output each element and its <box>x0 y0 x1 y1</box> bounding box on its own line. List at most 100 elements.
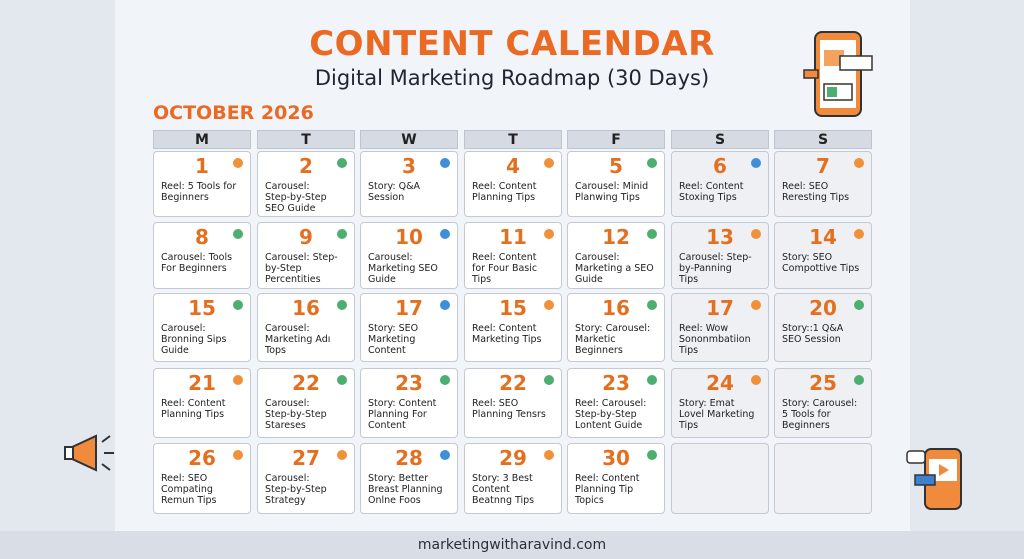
status-dot <box>233 158 243 168</box>
text-line: Carousel: Step- <box>679 252 752 263</box>
day-number: 30 <box>602 446 630 470</box>
text-line: Step-by-Step <box>265 409 327 420</box>
text-line: Stareses <box>265 420 306 431</box>
post-text: Carousel: Minid Planwing Tips <box>575 181 648 203</box>
day-number: 20 <box>809 296 837 320</box>
day-cell: 27 Carousel: Step-by-Step Strategy <box>257 443 355 514</box>
day-cell: 8 Carousel: Tools For Beginners <box>153 222 251 289</box>
text-line: Beginners <box>161 192 209 203</box>
text-line: Reel: Content <box>472 323 537 334</box>
status-dot <box>440 375 450 385</box>
weekday-header: M <box>153 130 251 149</box>
status-dot <box>647 300 657 310</box>
post-text: Carousel: Bronning Sips Guide <box>161 323 226 356</box>
text-line: Story::1 Q&A <box>782 323 844 334</box>
text-line: Reel: Content <box>472 252 537 263</box>
text-line: Carousel: <box>265 398 310 409</box>
text-line: Carousel: <box>265 473 310 484</box>
status-dot <box>544 229 554 239</box>
day-number: 23 <box>602 371 630 395</box>
text-line: Carousel: Minid <box>575 181 649 192</box>
text-line: Planning Tip <box>575 484 634 495</box>
title: CONTENT CALENDAR <box>309 24 715 64</box>
day-cell: 15 Carousel: Bronning Sips Guide <box>153 293 251 362</box>
status-dot <box>233 300 243 310</box>
day-cell: 23 Story: Content Planning For Content <box>360 368 458 438</box>
text-line: Sononmbatiion <box>679 334 751 345</box>
day-cell: 1 Reel: 5 Tools for Beginners <box>153 151 251 217</box>
day-cell: 7 Reel: SEO Reresting Tips <box>774 151 872 217</box>
text-line: Marketing <box>368 334 416 345</box>
day-number: 21 <box>188 371 216 395</box>
empty-cell <box>671 443 769 514</box>
status-dot <box>544 450 554 460</box>
day-cell: 12 Carousel: Marketing a SEO Guide <box>567 222 665 289</box>
day-number: 13 <box>706 225 734 249</box>
status-dot <box>544 300 554 310</box>
day-number: 27 <box>292 446 320 470</box>
post-text: Story: SEO Marketing Content <box>368 323 418 356</box>
post-text: Carousel: Step-by-Step Stareses <box>265 398 327 431</box>
day-number: 16 <box>292 296 320 320</box>
text-line: Content <box>368 420 406 431</box>
day-cell: 13 Carousel: Step-by-Panning Tips <box>671 222 769 289</box>
post-text: Carousel: Step-by-Step SEO Guide <box>265 181 327 214</box>
day-number: 26 <box>188 446 216 470</box>
text-line: Guide <box>368 274 396 285</box>
text-line: Carousel: Tools <box>161 252 233 263</box>
day-number: 9 <box>299 225 313 249</box>
text-line: Stoxing Tips <box>679 192 737 203</box>
text-line: Planning For <box>368 409 427 420</box>
status-dot <box>233 375 243 385</box>
post-text: Carousel: Marketing a SEO Guide <box>575 252 654 285</box>
status-dot <box>233 229 243 239</box>
day-cell: 5 Carousel: Minid Planwing Tips <box>567 151 665 217</box>
text-line: Carousel: <box>575 252 620 263</box>
text-line: Story: Q&A <box>368 181 421 192</box>
post-text: Story: SEO Compottive Tips <box>782 252 859 274</box>
status-dot <box>751 229 761 239</box>
text-line: Strategy <box>265 495 306 506</box>
day-number: 3 <box>402 154 416 178</box>
text-line: Story: 3 Best <box>472 473 533 484</box>
day-cell: 9 Carousel: Step-by-Step Percentities <box>257 222 355 289</box>
weekday-header: T <box>464 130 562 149</box>
empty-cell <box>774 443 872 514</box>
text-line: Reresting Tips <box>782 192 850 203</box>
post-text: Reel: Content Planning Tips <box>472 181 537 203</box>
status-dot <box>854 158 864 168</box>
post-text: Carousel: Marketing SEO Guide <box>368 252 438 285</box>
day-number: 23 <box>395 371 423 395</box>
status-dot <box>440 300 450 310</box>
day-number: 29 <box>499 446 527 470</box>
status-dot <box>337 375 347 385</box>
post-text: Reel: SEO Compating Remun Tips <box>161 473 216 506</box>
weekday-header: F <box>567 130 665 149</box>
day-cell: 24 Story: Emat Lovel Marketing Tips <box>671 368 769 438</box>
day-cell: 11 Reel: Content for Four Basic Tips <box>464 222 562 289</box>
day-cell: 26 Reel: SEO Compating Remun Tips <box>153 443 251 514</box>
weekday-header: S <box>774 130 872 149</box>
text-line: Marketing Tips <box>472 334 542 345</box>
status-dot <box>544 375 554 385</box>
status-dot <box>440 158 450 168</box>
text-line: for Four Basic <box>472 263 538 274</box>
status-dot <box>544 158 554 168</box>
status-dot <box>647 450 657 460</box>
day-number: 5 <box>609 154 623 178</box>
status-dot <box>337 158 347 168</box>
text-line: Tips <box>679 345 699 356</box>
post-text: Story: Carousel: Marketic Beginners <box>575 323 650 356</box>
day-number: 12 <box>602 225 630 249</box>
text-line: Reel: 5 Tools for <box>161 181 237 192</box>
text-line: Beginners <box>575 345 623 356</box>
text-line: Step-by-Step <box>575 409 637 420</box>
post-text: Reel: Content Marketing Tips <box>472 323 542 345</box>
text-line: Bronning Sips <box>161 334 227 345</box>
text-line: Reel: Content <box>575 473 640 484</box>
post-text: Story::1 Q&A SEO Session <box>782 323 843 345</box>
day-cell: 16 Story: Carousel: Marketic Beginners <box>567 293 665 362</box>
text-line: Beginners <box>782 420 830 431</box>
status-dot <box>751 300 761 310</box>
day-number: 17 <box>706 296 734 320</box>
